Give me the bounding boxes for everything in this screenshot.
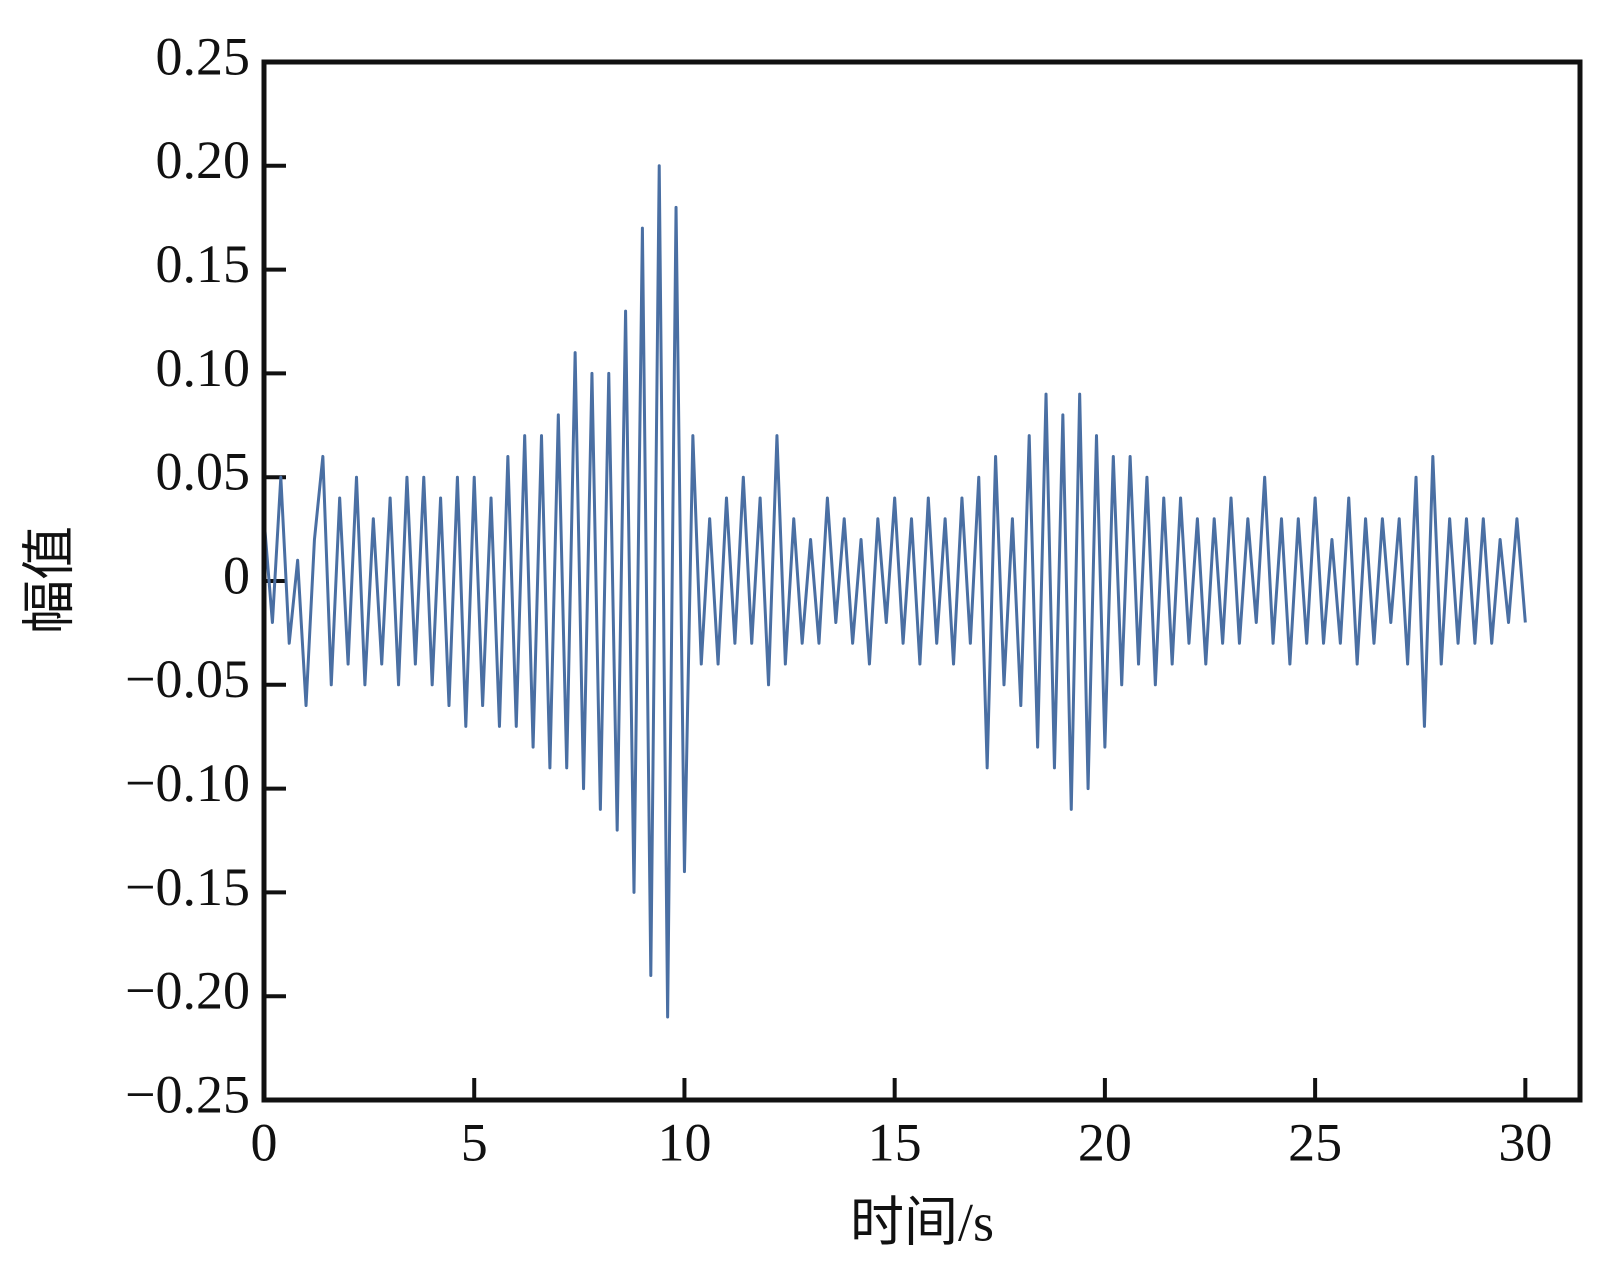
x-tick-label: 5 bbox=[461, 1112, 488, 1172]
y-tick-label: 0.10 bbox=[156, 338, 251, 398]
y-tick-label: 0.15 bbox=[156, 234, 251, 294]
x-tick-label: 20 bbox=[1078, 1112, 1132, 1172]
y-tick-label: −0.25 bbox=[125, 1064, 250, 1124]
y-tick-label: −0.05 bbox=[125, 649, 250, 709]
signal-line bbox=[262, 164, 1527, 1019]
y-axis-label: 幅值 bbox=[19, 526, 79, 634]
y-tick-label: −0.10 bbox=[125, 753, 250, 813]
y-tick-label: 0.05 bbox=[156, 442, 251, 502]
y-tick-label: 0.20 bbox=[156, 130, 251, 190]
y-tick-label: −0.20 bbox=[125, 961, 250, 1021]
y-tick-label: 0 bbox=[223, 545, 250, 605]
y-tick-label: 0.25 bbox=[156, 26, 251, 86]
x-tick-label: 30 bbox=[1498, 1112, 1552, 1172]
x-tick-label: 15 bbox=[868, 1112, 922, 1172]
plot-frame bbox=[261, 59, 1583, 1103]
x-axis-label: 时间/s bbox=[850, 1192, 994, 1252]
x-tick-label: 0 bbox=[251, 1112, 278, 1172]
x-tick-label: 25 bbox=[1288, 1112, 1342, 1172]
x-tick-label: 10 bbox=[657, 1112, 711, 1172]
y-tick-label: −0.15 bbox=[125, 857, 250, 917]
